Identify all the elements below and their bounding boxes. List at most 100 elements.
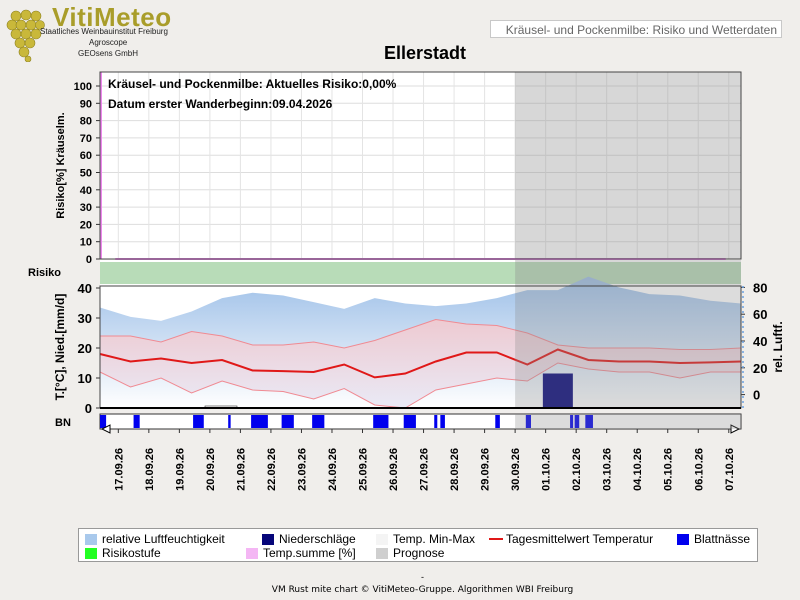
risk-y-tick-label: 0 bbox=[86, 254, 92, 266]
logo-line-3: GEOsens GmbH bbox=[78, 49, 139, 58]
legend-swatch bbox=[246, 548, 258, 559]
x-tick-label: 01.10.26 bbox=[541, 448, 553, 491]
x-tick-label: 07.10.26 bbox=[724, 448, 736, 491]
logo-line-1: Staatliches Weinbauinstitut Freiburg bbox=[40, 27, 168, 36]
temp-max-line bbox=[100, 318, 742, 350]
leaf-wetness-bar bbox=[193, 415, 204, 428]
risk-y-tick-label: 90 bbox=[80, 98, 92, 110]
risk-annotation-current: Kräusel- und Pockenmilbe: Aktuelles Risi… bbox=[108, 77, 397, 91]
legend-swatch bbox=[376, 548, 388, 559]
leaf-wetness-bar bbox=[574, 415, 580, 428]
risk-y-tick-label: 20 bbox=[80, 219, 92, 231]
legend-label: relative Luftfeuchtigkeit bbox=[102, 532, 225, 546]
humidity-y-tick-label: 40 bbox=[753, 334, 767, 349]
logo: VitiMeteo Staatliches Weinbauinstitut Fr… bbox=[4, 2, 194, 64]
leaf-wetness-bar bbox=[525, 415, 531, 428]
x-tick-label: 05.10.26 bbox=[663, 448, 675, 491]
legend-swatch bbox=[376, 534, 388, 545]
weather-y-tick-label: 10 bbox=[78, 371, 92, 386]
weather-y-tick-label: 40 bbox=[78, 281, 92, 296]
leaf-wetness-bar bbox=[228, 415, 231, 428]
temp-mean-line bbox=[99, 348, 742, 379]
temp-min-max-band bbox=[100, 319, 741, 408]
leaf-wetness-bar bbox=[281, 415, 294, 428]
header-subtitle: Kräusel- und Pockenmilbe: Risiko und Wet… bbox=[490, 20, 782, 38]
page-title: Ellerstadt bbox=[383, 43, 467, 63]
weather-y-axis-label-left: T.[°C], Nied.[mm/d] bbox=[53, 294, 67, 401]
leaf-wetness-bar bbox=[251, 415, 268, 428]
leaf-wetness-bar bbox=[312, 415, 325, 428]
logo-line-2: Agroscope bbox=[89, 38, 128, 47]
legend-swatch bbox=[262, 534, 274, 545]
leaf-wetness-label: BN bbox=[55, 417, 71, 429]
leaf-wetness-bar bbox=[440, 415, 445, 428]
x-tick-label: 20.09.26 bbox=[205, 448, 217, 491]
risk-annotation-start-date: Datum erster Wanderbeginn:09.04.2026 bbox=[108, 97, 333, 111]
leaf-wetness-bar bbox=[570, 415, 574, 428]
footer-dash: - bbox=[421, 572, 424, 582]
precipitation-bar bbox=[542, 373, 573, 408]
forecast-overlay-band bbox=[515, 260, 741, 286]
x-tick-label: 30.09.26 bbox=[510, 448, 522, 491]
x-tick-label: 27.09.26 bbox=[419, 448, 431, 491]
humidity-y-tick-label: 20 bbox=[753, 361, 767, 376]
risk-y-tick-label: 30 bbox=[80, 202, 92, 214]
legend-label: Prognose bbox=[393, 546, 445, 560]
legend-swatch bbox=[85, 534, 97, 545]
grapes-logo-icon bbox=[6, 9, 45, 62]
x-tick-label: 03.10.26 bbox=[602, 448, 614, 491]
risk-y-tick-label: 60 bbox=[80, 150, 92, 162]
leaf-wetness-bar bbox=[434, 415, 438, 428]
scroll-left-icon bbox=[100, 424, 111, 434]
x-tick-label: 02.10.26 bbox=[571, 448, 583, 491]
scroll-right-icon bbox=[730, 424, 741, 434]
legend-label: Temp. Min-Max bbox=[393, 532, 476, 546]
x-tick-label: 24.09.26 bbox=[327, 448, 339, 491]
humidity-y-tick-label: 60 bbox=[753, 307, 767, 322]
leaf-wetness-bar bbox=[495, 415, 500, 428]
risk-y-tick-label: 10 bbox=[80, 237, 92, 249]
x-tick-label: 21.09.26 bbox=[235, 448, 247, 491]
x-tick-label: 26.09.26 bbox=[388, 448, 400, 491]
risk-y-tick-label: 50 bbox=[80, 168, 92, 180]
legend-label: Risikostufe bbox=[102, 546, 161, 560]
weather-y-tick-label: 30 bbox=[78, 311, 92, 326]
leaf-wetness-bar bbox=[373, 415, 389, 428]
legend-label: Temp.summe [%] bbox=[263, 546, 356, 560]
legend-swatch bbox=[85, 548, 97, 559]
risk-y-tick-label: 70 bbox=[80, 133, 92, 145]
risk-band-label: Risiko bbox=[28, 267, 61, 279]
x-tick-label: 28.09.26 bbox=[449, 448, 461, 491]
leaf-wetness-bar bbox=[100, 415, 107, 428]
risk-y-axis-label: Risiko[%] Kräuselm. bbox=[55, 112, 67, 218]
leaf-wetness-bar bbox=[585, 415, 593, 428]
temp-min-line bbox=[99, 362, 741, 409]
forecast-overlay-weather bbox=[515, 286, 741, 408]
leaf-wetness-bar bbox=[403, 415, 416, 428]
weather-y-tick-label: 0 bbox=[85, 401, 92, 416]
footer-text: VM Rust mite chart © VitiMeteo-Gruppe. A… bbox=[271, 585, 574, 595]
x-tick-label: 18.09.26 bbox=[144, 448, 156, 491]
risk-level-band bbox=[100, 262, 741, 284]
weather-y-axis-label-right: rel. Luftf. bbox=[771, 321, 785, 372]
leaf-wetness-bar bbox=[133, 415, 140, 428]
x-tick-label: 06.10.26 bbox=[693, 448, 705, 491]
legend-label: Tagesmittelwert Temperatur bbox=[506, 532, 654, 546]
x-tick-label: 19.09.26 bbox=[174, 448, 186, 491]
legend: relative Luftfeuchtigkeit Niederschläge Te… bbox=[78, 528, 758, 562]
x-tick-label: 22.09.26 bbox=[266, 448, 278, 491]
x-tick-label: 29.09.26 bbox=[480, 448, 492, 491]
x-tick-label: 04.10.26 bbox=[632, 448, 644, 491]
humidity-y-tick-label: 0 bbox=[753, 388, 760, 403]
risk-y-tick-label: 80 bbox=[80, 116, 92, 128]
humidity-y-tick-label: 80 bbox=[753, 280, 767, 295]
logo-title: VitiMeteo bbox=[52, 2, 172, 32]
risk-y-tick-label: 40 bbox=[80, 185, 92, 197]
legend-label: Niederschläge bbox=[279, 532, 356, 546]
weather-y-tick-label: 20 bbox=[78, 341, 92, 356]
legend-swatch bbox=[677, 534, 689, 545]
x-tick-label: 25.09.26 bbox=[358, 448, 370, 491]
risk-panel-frame bbox=[99, 71, 742, 260]
forecast-overlay-risk bbox=[515, 72, 741, 259]
